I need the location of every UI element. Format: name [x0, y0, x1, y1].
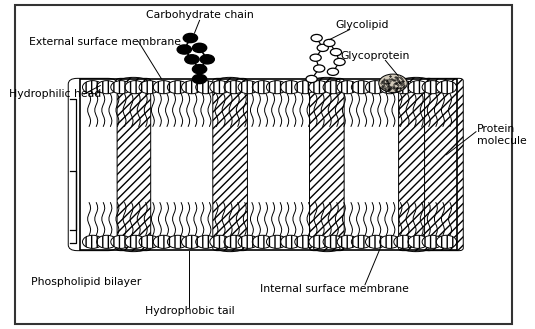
- FancyBboxPatch shape: [425, 78, 463, 251]
- Circle shape: [334, 58, 345, 65]
- Circle shape: [224, 235, 244, 248]
- Circle shape: [82, 235, 103, 248]
- Circle shape: [310, 54, 321, 61]
- Circle shape: [196, 235, 216, 248]
- Circle shape: [238, 81, 258, 94]
- Circle shape: [185, 55, 199, 64]
- Circle shape: [200, 55, 215, 64]
- Bar: [80, 79, 457, 250]
- Circle shape: [337, 81, 357, 94]
- Circle shape: [111, 81, 131, 94]
- Circle shape: [266, 235, 287, 248]
- FancyBboxPatch shape: [399, 78, 433, 251]
- Circle shape: [394, 235, 414, 248]
- Circle shape: [193, 74, 207, 84]
- Circle shape: [306, 75, 317, 83]
- Circle shape: [281, 235, 301, 248]
- Circle shape: [365, 81, 386, 94]
- Circle shape: [295, 81, 315, 94]
- Circle shape: [167, 81, 188, 94]
- Circle shape: [309, 235, 329, 248]
- Circle shape: [224, 81, 244, 94]
- Circle shape: [309, 81, 329, 94]
- Circle shape: [193, 64, 207, 74]
- Circle shape: [422, 235, 442, 248]
- Circle shape: [253, 235, 273, 248]
- Ellipse shape: [120, 244, 147, 252]
- Circle shape: [314, 65, 325, 72]
- Circle shape: [181, 235, 202, 248]
- Text: Internal surface membrane: Internal surface membrane: [260, 284, 409, 294]
- Circle shape: [323, 235, 343, 248]
- Text: Carbohydrate chain: Carbohydrate chain: [146, 11, 254, 20]
- Circle shape: [394, 81, 414, 94]
- Text: Glycoprotein: Glycoprotein: [340, 51, 410, 62]
- Circle shape: [408, 81, 429, 94]
- Circle shape: [311, 35, 322, 42]
- Circle shape: [210, 235, 230, 248]
- Circle shape: [167, 235, 188, 248]
- Text: Protein
molecule: Protein molecule: [477, 124, 527, 146]
- Ellipse shape: [217, 244, 243, 252]
- Text: Hydrophobic tail: Hydrophobic tail: [144, 306, 234, 316]
- Ellipse shape: [403, 244, 429, 252]
- Ellipse shape: [314, 77, 340, 85]
- Circle shape: [193, 43, 207, 52]
- Circle shape: [436, 81, 457, 94]
- Ellipse shape: [217, 77, 243, 85]
- Circle shape: [238, 235, 258, 248]
- Circle shape: [181, 81, 202, 94]
- Circle shape: [380, 81, 400, 94]
- Circle shape: [253, 81, 273, 94]
- Circle shape: [125, 235, 146, 248]
- Circle shape: [177, 45, 192, 54]
- Circle shape: [327, 68, 339, 75]
- Ellipse shape: [403, 77, 429, 85]
- Circle shape: [436, 235, 457, 248]
- Circle shape: [210, 81, 230, 94]
- Text: Hydrophilic head: Hydrophilic head: [10, 89, 102, 99]
- FancyBboxPatch shape: [116, 78, 151, 251]
- Circle shape: [317, 44, 328, 51]
- Circle shape: [380, 235, 400, 248]
- Circle shape: [139, 235, 159, 248]
- Circle shape: [351, 81, 372, 94]
- Circle shape: [97, 81, 117, 94]
- Circle shape: [379, 74, 407, 92]
- Circle shape: [82, 81, 103, 94]
- Ellipse shape: [120, 77, 147, 85]
- Circle shape: [324, 39, 335, 47]
- Circle shape: [153, 81, 173, 94]
- Circle shape: [323, 81, 343, 94]
- Bar: [80, 79, 457, 250]
- FancyBboxPatch shape: [213, 78, 247, 251]
- Circle shape: [97, 235, 117, 248]
- Circle shape: [139, 81, 159, 94]
- Circle shape: [365, 235, 386, 248]
- Circle shape: [153, 235, 173, 248]
- Circle shape: [125, 81, 146, 94]
- Text: Glycolipid: Glycolipid: [336, 20, 389, 30]
- Circle shape: [266, 81, 287, 94]
- Text: Phospholipid bilayer: Phospholipid bilayer: [31, 277, 141, 288]
- Circle shape: [408, 235, 429, 248]
- Circle shape: [331, 48, 341, 56]
- FancyBboxPatch shape: [68, 78, 117, 251]
- Circle shape: [422, 81, 442, 94]
- Text: External surface membrane: External surface membrane: [29, 37, 181, 47]
- Circle shape: [281, 81, 301, 94]
- Circle shape: [351, 235, 372, 248]
- FancyBboxPatch shape: [310, 78, 344, 251]
- Ellipse shape: [314, 244, 340, 252]
- Circle shape: [337, 235, 357, 248]
- Circle shape: [295, 235, 315, 248]
- Circle shape: [196, 81, 216, 94]
- Circle shape: [111, 235, 131, 248]
- Circle shape: [184, 34, 197, 43]
